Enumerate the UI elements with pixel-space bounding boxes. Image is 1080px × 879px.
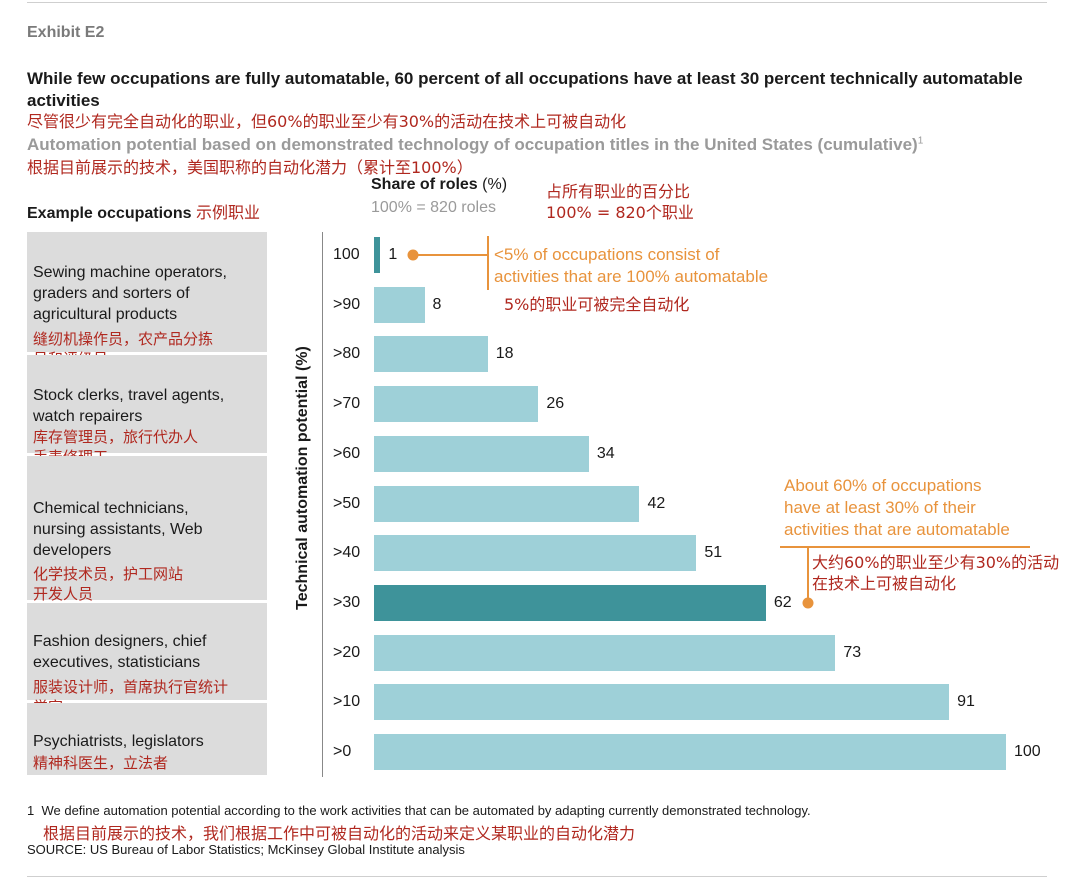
y-tick-label: >20 [333,643,361,661]
y-tick-label: >60 [333,444,361,462]
footnote-text: We define automation potential according… [41,803,811,818]
bar [374,535,697,572]
bar [374,237,381,273]
top-rule [27,2,1047,3]
y-tick-label: >30 [333,593,361,611]
footnote-number: 1 [27,803,35,818]
bar [374,485,640,522]
bar-value-label: 18 [495,345,514,363]
occupation-group: Fashion designers, chief executives, sta… [27,603,267,716]
annotation-2-line: have at least 30% of their [784,498,976,517]
share-heading-cn: 占所有职业的百分比 [546,182,691,201]
annotation-1-leader [418,254,487,256]
y-tick-label: >90 [333,295,361,313]
chart-title: While few occupations are fully automata… [27,69,1023,110]
bar [374,336,488,373]
annotation-1-marker [407,249,419,261]
bar [374,584,766,621]
bar [374,286,425,323]
chart-subtitle: Automation potential based on demonstrat… [27,135,923,155]
annotation-2-cn-line: 在技术上可被自动化 [812,574,957,593]
y-axis-line [322,232,323,777]
occupation-group: Chemical technicians, nursing assistants… [27,456,267,603]
bar-value-label: 34 [596,444,615,462]
annotation-1-line: activities that are 100% automatable [494,267,769,286]
occupation-group-en: Psychiatrists, legislators [33,733,204,750]
y-tick-label: >50 [333,494,361,512]
annotation-2-cn-line: 大约60%的职业至少有30%的活动 [812,553,1060,572]
y-tick-label: >80 [333,345,361,363]
subtitle-text: Automation potential based on demonstrat… [27,135,918,154]
share-subheading: 100% = 820 roles [371,199,496,216]
bar-value-label: 51 [704,544,723,562]
bar [374,684,950,721]
occupation-group-cn: 化学技术员，护工网站开发人员 [33,565,184,603]
occupation-group: Sewing machine operators, graders and so… [27,232,267,368]
share-heading: Share of roles (%) [371,176,507,194]
annotation-2-marker [802,597,814,609]
occupation-group-en: Sewing machine operators, graders and so… [33,264,227,323]
annotation-2-line: activities that are automatable [784,520,1010,539]
annotation-1-cn: 5%的职业可被完全自动化 [504,295,690,314]
bar-value-label: 62 [773,593,792,611]
share-subheading-cn: 100% = 820个职业 [546,203,694,222]
bottom-rule [27,876,1047,877]
bar-value-label: 1 [388,246,398,263]
y-tick-label: >70 [333,395,361,413]
footnote: 1 We define automation potential accordi… [27,803,811,818]
annotation-2-cn: 大约60%的职业至少有30%的活动 在技术上可被自动化 [812,552,1059,594]
share-heading-unit: (%) [482,176,508,193]
occupation-group-cn: 精神科医生，立法者 [33,754,169,772]
subtitle-footnote-marker: 1 [917,135,924,147]
bar [374,734,1006,770]
share-heading-text: Share of roles [371,176,478,193]
bar [374,634,836,671]
annotation-1-bracket [487,236,489,290]
occupation-group: Psychiatrists, legislators 精神科医生，立法者 [27,703,267,775]
bar-value-label: 91 [957,693,975,711]
bar-value-label: 73 [843,643,862,661]
y-tick-label: >10 [333,693,361,711]
occupation-group-en: Fashion designers, chief executives, sta… [33,633,207,671]
bar-value-label: 100 [1014,743,1041,760]
bar-value-label: 8 [432,295,442,313]
occupation-group-en: Stock clerks, travel agents, watch repai… [33,387,225,425]
annotation-2-rule [780,546,1030,548]
y-axis-title: Technical automation potential (%) [294,346,311,610]
y-tick-label: 100 [333,246,360,263]
annotation-1-text: <5% of occupations consist of activities… [494,244,768,288]
bar [374,386,539,423]
bar [374,435,589,472]
annotation-1-line: <5% of occupations consist of [494,245,720,264]
footnote-cn: 根据目前展示的技术，我们根据工作中可被自动化的活动来定义某职业的自动化潜力 [43,824,636,843]
examples-heading-cn: 示例职业 [195,203,260,222]
examples-heading-text: Example occupations [27,205,192,222]
annotation-2-text: About 60% of occupations have at least 3… [784,475,1010,541]
source-note: SOURCE: US Bureau of Labor Statistics; M… [27,842,465,857]
chart-subtitle-cn: 根据目前展示的技术，美国职称的自动化潜力（累计至100%） [27,158,473,177]
chart-title-cn: 尽管很少有完全自动化的职业，但60%的职业至少有30%的活动在技术上可被自动化 [27,112,627,131]
exhibit-label: Exhibit E2 [27,24,105,41]
annotation-2-leader [807,546,809,601]
occupation-group: Stock clerks, travel agents, watch repai… [27,355,267,466]
bar-value-label: 42 [647,494,666,512]
examples-heading: Example occupations 示例职业 [27,199,260,223]
bar-value-label: 26 [546,395,565,413]
y-tick-label: >40 [333,544,361,562]
annotation-2-line: About 60% of occupations [784,476,982,495]
y-tick-label: >0 [333,743,352,760]
occupation-group-en: Chemical technicians, nursing assistants… [33,500,203,559]
